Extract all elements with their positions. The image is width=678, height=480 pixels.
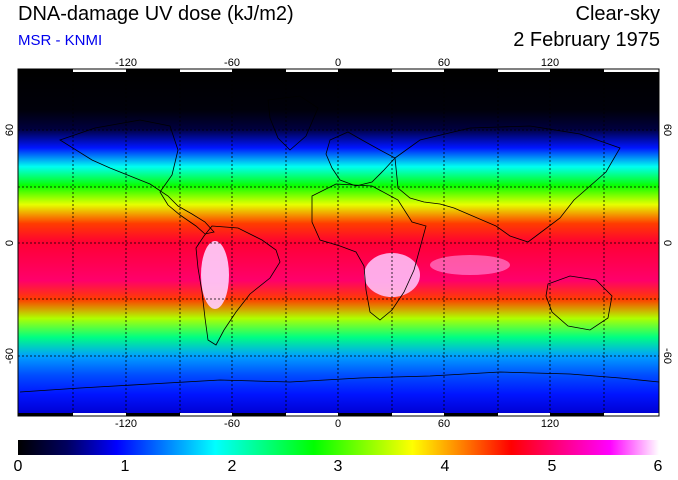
lon-label-top: 120 bbox=[541, 57, 559, 69]
colorbar-label: 3 bbox=[333, 458, 343, 475]
north-america-coast bbox=[59, 119, 215, 235]
lon-label-bottom: -60 bbox=[224, 418, 240, 430]
lat-label-right: 60 bbox=[661, 124, 673, 136]
greenland-coast bbox=[267, 95, 319, 151]
coastlines bbox=[19, 95, 659, 393]
lon-label-bottom: 60 bbox=[438, 418, 450, 430]
europe-coast bbox=[325, 131, 396, 187]
lat-label-right: 0 bbox=[661, 240, 673, 246]
map-body bbox=[18, 72, 659, 413]
south-america-coast bbox=[195, 225, 281, 346]
australia-coast bbox=[545, 275, 613, 331]
colorbar-label: 4 bbox=[440, 458, 450, 475]
africa-high-dose bbox=[364, 253, 420, 297]
lat-label-left: 0 bbox=[4, 240, 16, 246]
colorbar-label: 6 bbox=[653, 458, 663, 475]
date-label: 2 February 1975 bbox=[513, 29, 660, 51]
colorbar bbox=[18, 440, 659, 455]
colorbar-label: 1 bbox=[120, 458, 130, 475]
map-frame bbox=[17, 68, 660, 417]
antarctica-coast bbox=[19, 371, 659, 393]
graticule bbox=[18, 72, 659, 413]
longitude-labels: -120 -60 0 60 120 -120 -60 0 60 120 bbox=[115, 57, 559, 430]
lat-label-left: 60 bbox=[4, 124, 16, 136]
map-title: DNA-damage UV dose (kJ/m2) bbox=[18, 3, 294, 25]
latitude-labels: 60 0 -60 60 0 -60 bbox=[4, 124, 673, 364]
colorbar-label: 0 bbox=[13, 458, 23, 475]
lon-label-bottom: -120 bbox=[115, 418, 137, 430]
sky-condition-label: Clear-sky bbox=[575, 3, 660, 25]
lon-label-bottom: 120 bbox=[541, 418, 559, 430]
lon-label-top: 60 bbox=[438, 57, 450, 69]
indian-ocean-high-dose bbox=[430, 255, 510, 275]
colorbar-label: 2 bbox=[227, 458, 237, 475]
lon-label-top: 0 bbox=[335, 57, 341, 69]
source-label: MSR - KNMI bbox=[18, 32, 103, 49]
uv-dose-field bbox=[18, 72, 659, 413]
lon-label-bottom: 0 bbox=[335, 418, 341, 430]
lon-label-top: -60 bbox=[224, 57, 240, 69]
south-america-high-dose bbox=[201, 241, 229, 309]
lon-label-top: -120 bbox=[115, 57, 137, 69]
lat-label-right: -60 bbox=[661, 348, 673, 364]
lat-label-left: -60 bbox=[4, 348, 16, 364]
colorbar-label: 5 bbox=[547, 458, 557, 475]
